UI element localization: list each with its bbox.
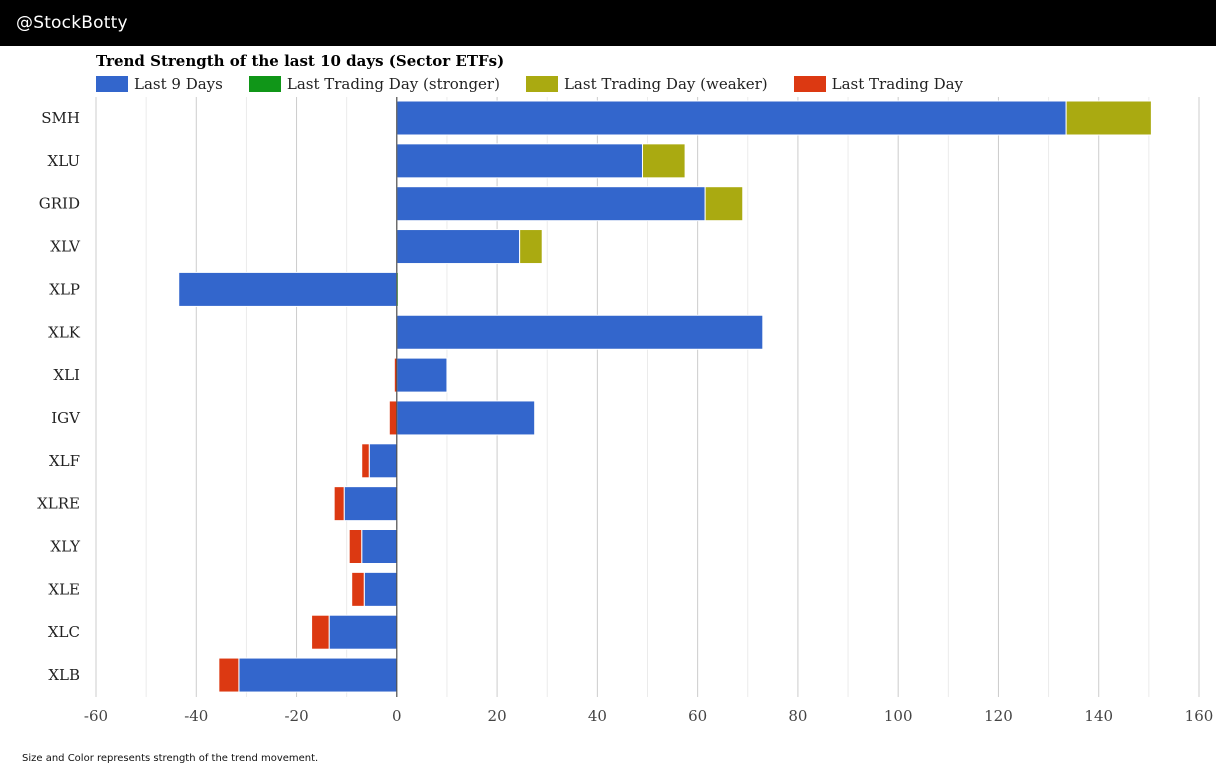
legend-item-weaker[interactable]: Last Trading Day (weaker) xyxy=(525,75,768,93)
legend-label-weaker: Last Trading Day (weaker) xyxy=(563,75,768,93)
bar-last9-xly xyxy=(361,529,398,564)
bar-last9-xlf xyxy=(368,443,398,479)
bar-last9-xli xyxy=(396,357,448,393)
legend-swatch-last-day xyxy=(793,76,826,92)
bar-last9-xlk xyxy=(396,314,764,350)
y-tick-label-xli: XLI xyxy=(53,366,80,384)
x-tick-label: 120 xyxy=(984,707,1013,725)
legend-item-stronger[interactable]: Last Trading Day (stronger) xyxy=(248,75,500,93)
legend-item-last-day[interactable]: Last Trading Day xyxy=(793,75,964,93)
bar-weaker-smh xyxy=(1065,100,1152,136)
legend-swatch-stronger xyxy=(248,76,281,92)
y-tick-label-xlk: XLK xyxy=(48,323,81,341)
x-tick-label: 20 xyxy=(488,707,507,725)
legend-label-last9: Last 9 Days xyxy=(134,75,223,93)
legend-swatch-last9 xyxy=(96,76,128,92)
bar-last9-smh xyxy=(396,100,1067,136)
bar-lastDay-xlb xyxy=(218,657,240,693)
y-tick-label-xlv: XLV xyxy=(50,238,81,256)
bar-lastDay-igv xyxy=(388,400,398,436)
bar-last9-xle xyxy=(363,571,398,607)
x-tick-label: -60 xyxy=(84,707,108,725)
legend-label-last-day: Last Trading Day xyxy=(831,75,964,93)
bar-weaker-xlu xyxy=(641,143,686,179)
x-tick-label: 60 xyxy=(688,707,707,725)
y-tick-label-xle: XLE xyxy=(48,580,80,598)
x-tick-label: 80 xyxy=(788,707,807,725)
y-tick-label-xlu: XLU xyxy=(48,152,80,170)
footnote: Size and Color represents strength of th… xyxy=(22,753,319,764)
bar-weaker-xlv xyxy=(519,229,543,265)
y-tick-label-igv: IGV xyxy=(51,409,81,427)
x-tick-label: -40 xyxy=(184,707,208,725)
bar-last9-xlp xyxy=(178,271,398,307)
x-tick-label: 40 xyxy=(588,707,607,725)
x-tick-label: 140 xyxy=(1084,707,1113,725)
y-tick-label-grid: GRID xyxy=(39,195,80,213)
bar-last9-grid xyxy=(396,186,706,222)
legend-label-stronger: Last Trading Day (stronger) xyxy=(286,75,500,93)
bar-last9-xlu xyxy=(396,143,643,179)
bar-last9-xlb xyxy=(238,657,398,693)
y-tick-label-xlre: XLRE xyxy=(37,495,80,513)
x-tick-label: -20 xyxy=(284,707,308,725)
bar-lastDay-xlc xyxy=(311,614,330,650)
bar-last9-xlv xyxy=(396,229,521,265)
bar-lastDay-xle xyxy=(351,571,365,607)
bar-lastDay-xlre xyxy=(333,486,345,522)
header-bar: @StockBotty xyxy=(0,0,1216,46)
brand-label: @StockBotty xyxy=(16,13,128,33)
bar-lastDay-xlf xyxy=(361,443,370,479)
legend-swatch-weaker xyxy=(525,76,558,92)
x-tick-label: 100 xyxy=(884,707,913,725)
y-tick-label-xlp: XLP xyxy=(49,280,80,298)
y-tick-label-xly: XLY xyxy=(50,538,81,556)
bar-lastDay-xly xyxy=(348,529,363,564)
bar-last9-xlc xyxy=(328,614,398,650)
legend-item-last9[interactable]: Last 9 Days xyxy=(96,75,223,93)
x-tick-label: 0 xyxy=(392,707,402,725)
x-tick-label: 160 xyxy=(1185,707,1214,725)
y-tick-label-xlf: XLF xyxy=(49,452,80,470)
chart-title: Trend Strength of the last 10 days (Sect… xyxy=(96,52,505,70)
y-tick-label-xlb: XLB xyxy=(48,666,80,684)
bar-weaker-grid xyxy=(704,186,744,222)
y-tick-label-smh: SMH xyxy=(41,109,80,127)
bar-last9-igv xyxy=(396,400,536,436)
y-tick-label-xlc: XLC xyxy=(48,623,80,641)
chart-legend: Last 9 Days Last Trading Day (stronger) … xyxy=(96,74,989,94)
bar-last9-xlre xyxy=(343,486,398,522)
